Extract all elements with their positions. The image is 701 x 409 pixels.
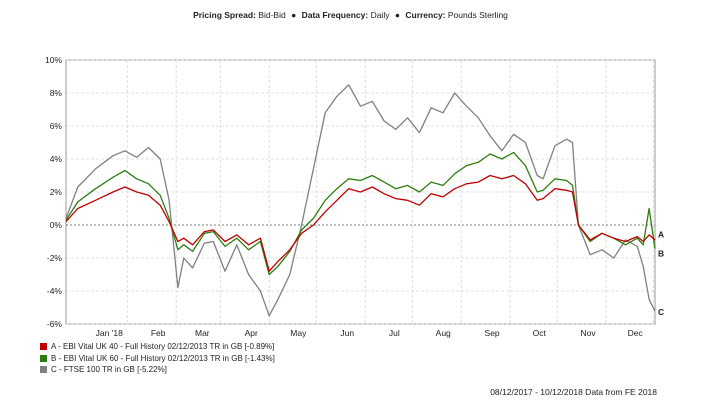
legend-item-a: A - EBI Vital UK 40 - Full History 02/12… (40, 341, 275, 353)
series-end-label-a: A (658, 230, 664, 240)
currency-label: Currency: (405, 10, 446, 20)
x-tick-label: Dec (628, 328, 644, 338)
x-tick-label: Nov (581, 328, 597, 338)
y-tick-label: 4% (50, 154, 63, 164)
y-tick-label: -4% (47, 286, 63, 296)
series-end-label-c: C (658, 307, 664, 317)
y-tick-label: -6% (47, 319, 63, 329)
separator: ● (291, 10, 297, 20)
series-end-label-b: B (658, 249, 664, 259)
legend-label-a: A - EBI Vital UK 40 - Full History 02/12… (51, 342, 275, 351)
legend-label-b: B - EBI Vital UK 60 - Full History 02/12… (51, 353, 275, 363)
legend-item-c: C - FTSE 100 TR in GB [-5.22%] (40, 364, 275, 376)
x-tick-label: Feb (151, 328, 166, 338)
currency-value: Pounds Sterling (447, 10, 508, 20)
x-tick-label: Aug (436, 328, 451, 338)
y-tick-label: 8% (50, 88, 63, 98)
x-tick-label: Jun (340, 328, 354, 338)
pricing-spread-label: Pricing Spread: (193, 10, 256, 20)
x-tick-label: May (290, 328, 307, 338)
y-tick-label: 0% (50, 220, 63, 230)
y-tick-label: 2% (50, 187, 63, 197)
x-tick-label: Oct (533, 328, 547, 338)
data-source-footer: 08/12/2017 - 10/12/2018 Data from FE 201… (490, 387, 657, 397)
y-tick-label: 10% (45, 55, 62, 65)
separator: ● (394, 10, 400, 20)
series-line-a (65, 174, 656, 272)
data-frequency-value: Daily (370, 10, 390, 20)
data-frequency-label: Data Frequency: (301, 10, 369, 20)
chart-header: Pricing Spread: Bid-Bid ● Data Frequency… (0, 10, 701, 20)
y-tick-label: -2% (47, 253, 63, 263)
legend-swatch-a (40, 343, 47, 351)
x-tick-label: Apr (245, 328, 258, 338)
series-line-b (65, 151, 656, 276)
legend-item-b: B - EBI Vital UK 60 - Full History 02/12… (40, 353, 275, 365)
x-tick-label: Mar (195, 328, 210, 338)
legend: A - EBI Vital UK 40 - Full History 02/12… (40, 341, 275, 376)
series-line-c (65, 84, 656, 317)
x-tick-label: Jan '18 (96, 328, 123, 338)
x-tick-label: Sep (485, 328, 500, 338)
y-tick-label: 6% (50, 121, 63, 131)
pricing-spread-value: Bid-Bid (258, 10, 286, 20)
x-tick-label: Jul (389, 328, 400, 338)
legend-swatch-b (40, 354, 47, 362)
legend-swatch-c (40, 366, 47, 374)
legend-label-c: C - FTSE 100 TR in GB [-5.22%] (51, 365, 167, 374)
